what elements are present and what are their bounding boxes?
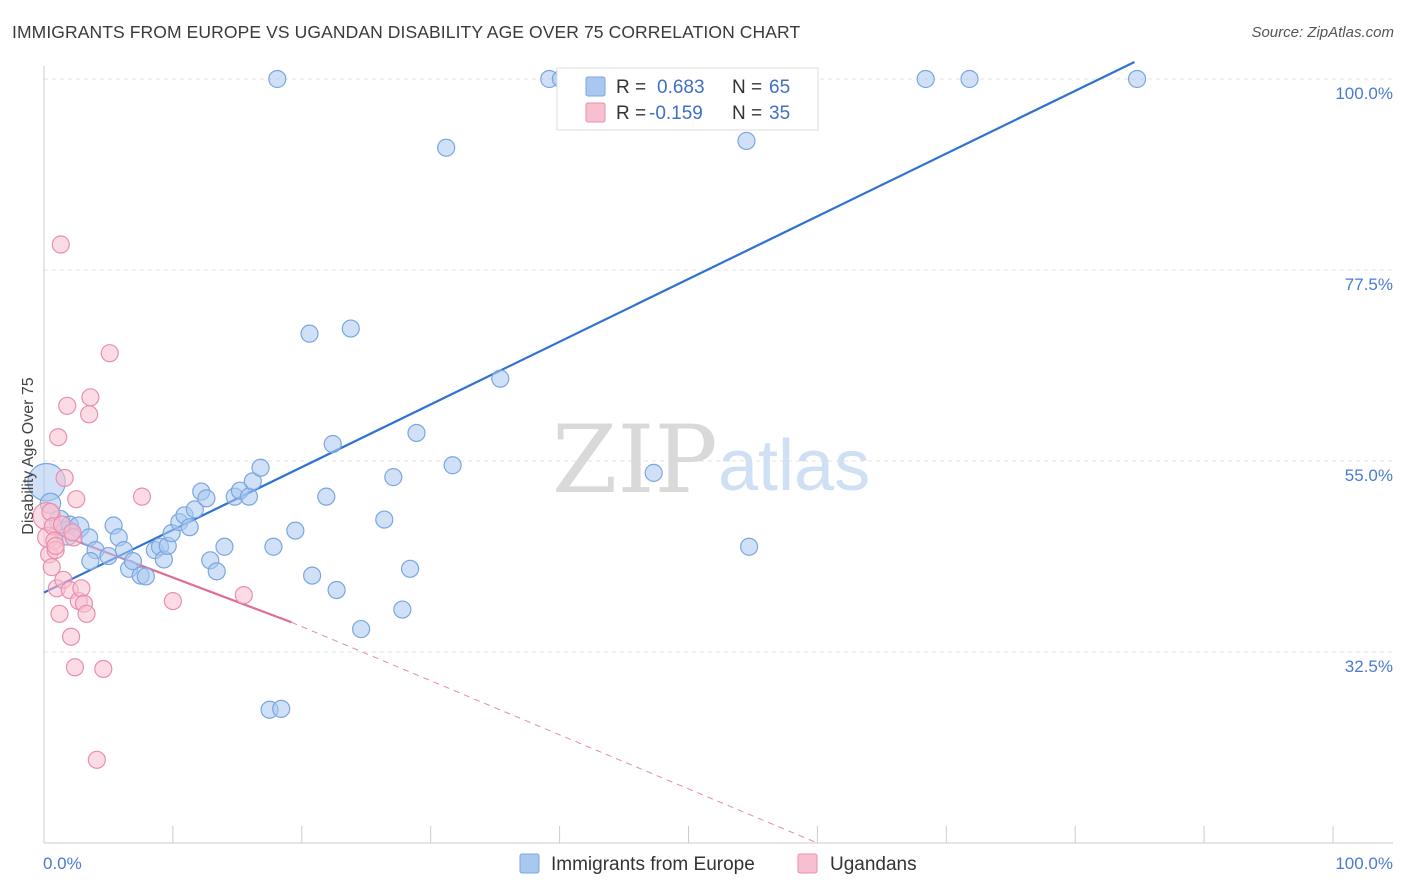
point-0-46 (384, 468, 403, 487)
watermark-atlas: atlas (718, 426, 870, 506)
point-0-47 (393, 600, 412, 619)
point-0-50 (437, 138, 456, 157)
point-0-49 (407, 423, 426, 443)
point-0-39 (303, 566, 322, 585)
point-1-31 (234, 586, 253, 605)
point-1-27 (94, 659, 113, 679)
point-1-19 (65, 658, 85, 677)
point-0-14 (123, 552, 143, 571)
point-0-51 (443, 456, 462, 475)
y-tick-label-1: 55.0% (1345, 466, 1393, 485)
point-0-36 (264, 537, 283, 556)
legend-row-europe: R = 0.683 N = 65 (585, 76, 790, 98)
point-0-55 (268, 69, 287, 89)
point-1-34 (63, 523, 82, 542)
y-axis-title: Disability Age Over 75 (20, 377, 37, 535)
legend-n-value: 35 (769, 103, 790, 124)
point-1-14 (58, 396, 77, 415)
point-1-26 (87, 750, 106, 769)
point-0-9 (99, 546, 118, 566)
point-0-62 (1127, 69, 1147, 89)
y-tick-label-0: 32.5% (1345, 657, 1393, 676)
point-0-44 (351, 619, 371, 639)
series-legend-swatch-europe (519, 853, 540, 874)
chart-title: IMMIGRANTS FROM EUROPE VS UGANDAN DISABI… (12, 22, 801, 42)
legend-n-label: N = (732, 77, 762, 98)
point-0-40 (317, 487, 336, 506)
point-0-29 (207, 562, 226, 581)
point-1-29 (132, 487, 152, 506)
legend-r-value: 0.683 (657, 77, 705, 98)
legend-swatch-europe (585, 76, 606, 97)
point-1-10 (50, 604, 69, 623)
point-1-23 (77, 604, 96, 623)
point-1-24 (80, 405, 99, 424)
series-europe (27, 69, 1147, 719)
point-1-18 (67, 490, 86, 509)
trend-extension-1 (291, 621, 818, 844)
legend-n-label: N = (732, 103, 762, 124)
y-tick-label-3: 100.0% (1335, 84, 1393, 103)
point-0-24 (180, 518, 199, 537)
x-tick-labels: 0.0% 100.0% (43, 854, 1393, 873)
series-legend-label-ugandans: Ugandans (830, 854, 917, 875)
series-legend: Immigrants from Europe Ugandans (519, 853, 917, 875)
legend-n-value: 65 (769, 77, 790, 98)
point-1-4 (42, 558, 61, 577)
point-0-64 (272, 699, 291, 718)
point-0-37 (286, 521, 305, 540)
point-0-16 (136, 567, 155, 586)
legend-r-value: -0.159 (649, 103, 703, 124)
point-1-11 (51, 235, 70, 254)
grid-lines (44, 78, 1393, 653)
point-0-42 (327, 580, 346, 600)
point-0-43 (341, 319, 360, 338)
point-1-21 (72, 579, 91, 598)
point-0-35 (251, 458, 270, 477)
series-legend-swatch-ugandans (797, 853, 818, 874)
point-1-13 (55, 468, 74, 488)
point-1-30 (163, 591, 182, 611)
legend-r-label: R = (616, 103, 646, 124)
point-0-8 (81, 552, 100, 571)
point-0-27 (197, 489, 216, 508)
point-1-28 (100, 344, 119, 363)
correlation-legend: R = 0.683 N = 65 R = -0.159 N = 35 (556, 67, 819, 131)
point-0-45 (375, 510, 394, 529)
point-0-34 (243, 472, 262, 491)
trend-line-0 (43, 61, 1135, 594)
point-0-61 (960, 69, 979, 89)
legend-swatch-ugandans (585, 102, 606, 123)
point-0-53 (644, 463, 663, 482)
point-0-38 (300, 324, 319, 343)
point-0-59 (737, 131, 756, 151)
legend-row-ugandans: R = -0.159 N = 35 (585, 102, 790, 124)
point-0-54 (739, 537, 759, 556)
point-0-48 (400, 559, 420, 578)
point-0-25 (185, 500, 204, 519)
point-0-52 (491, 369, 510, 388)
source-credit: Source: ZipAtlas.com (1251, 24, 1394, 41)
y-tick-labels: 32.5% 55.0% 77.5% 100.0% (1335, 84, 1393, 676)
point-1-32 (46, 536, 65, 555)
point-0-30 (215, 537, 234, 556)
series-ugandans (32, 235, 253, 769)
x-tick-label-min: 0.0% (43, 854, 82, 873)
x-tick-label-max: 100.0% (1335, 854, 1393, 873)
point-1-25 (81, 388, 100, 407)
legend-r-label: R = (616, 77, 646, 98)
axes (43, 66, 1393, 844)
watermark: ZIP atlas (552, 406, 870, 515)
point-0-33 (239, 487, 259, 506)
series-legend-label-europe: Immigrants from Europe (551, 854, 755, 875)
point-1-9 (49, 428, 68, 447)
watermark-zip: ZIP (552, 406, 718, 515)
data-points (27, 69, 1147, 769)
y-tick-label-2: 77.5% (1345, 275, 1393, 294)
point-0-41 (323, 434, 342, 454)
point-0-60 (916, 69, 935, 89)
point-1-16 (61, 627, 81, 646)
